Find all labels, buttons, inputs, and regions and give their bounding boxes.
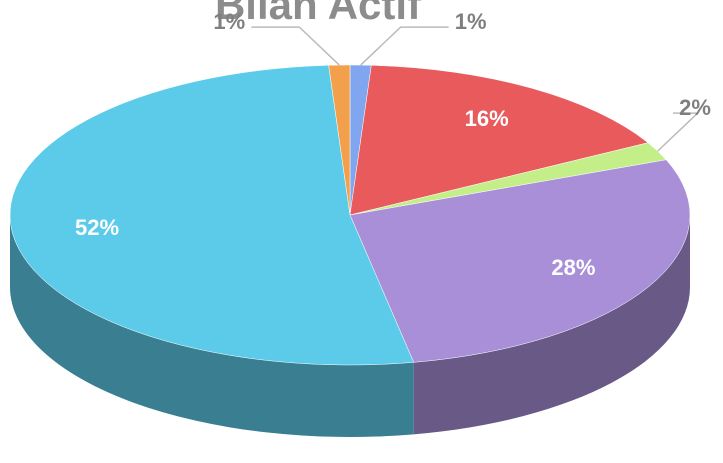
data-label: 52% [75, 215, 119, 240]
slice-side [413, 215, 690, 435]
slice [349, 159, 691, 363]
chart-title: Bilan Actif [215, 0, 422, 28]
slice [349, 65, 649, 216]
leader-line [251, 26, 340, 66]
data-label: 1% [213, 9, 245, 34]
leader-line [360, 26, 449, 66]
leader-line [657, 112, 700, 152]
data-label: 16% [465, 106, 509, 131]
data-label: 2% [679, 95, 711, 120]
data-label: 1% [455, 9, 487, 34]
data-label: 28% [551, 255, 595, 280]
slice-side [10, 215, 414, 437]
slice [9, 65, 415, 366]
